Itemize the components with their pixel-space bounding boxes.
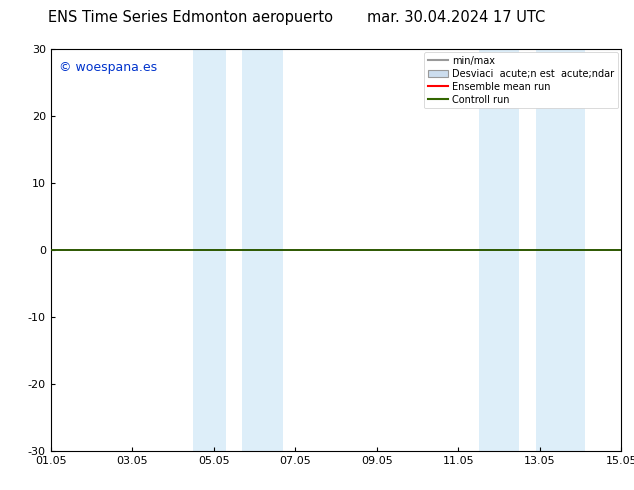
Bar bbox=[536, 49, 585, 451]
Bar bbox=[242, 49, 283, 451]
Bar bbox=[479, 49, 519, 451]
Text: © woespana.es: © woespana.es bbox=[59, 61, 157, 74]
Legend: min/max, Desviaci  acute;n est  acute;ndar, Ensemble mean run, Controll run: min/max, Desviaci acute;n est acute;ndar… bbox=[424, 52, 618, 108]
Text: ENS Time Series Edmonton aeropuerto: ENS Time Series Edmonton aeropuerto bbox=[48, 10, 333, 25]
Text: mar. 30.04.2024 17 UTC: mar. 30.04.2024 17 UTC bbox=[367, 10, 546, 25]
Bar bbox=[193, 49, 226, 451]
